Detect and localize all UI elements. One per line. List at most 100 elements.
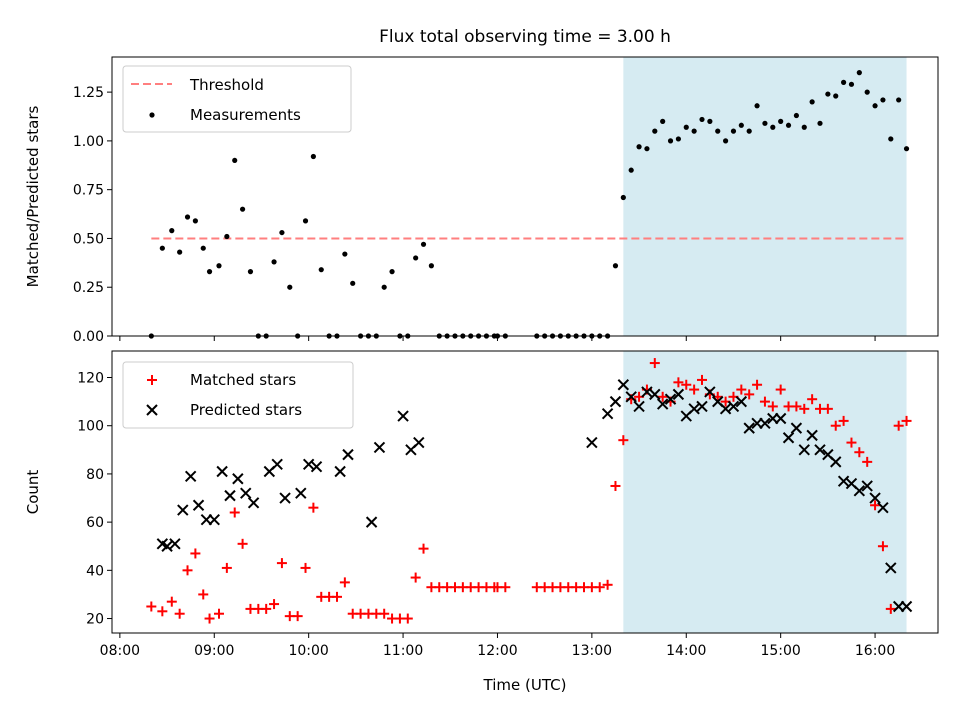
predicted-star-point [224, 489, 236, 502]
predicted-star-point [208, 514, 220, 526]
matched-star-point [846, 437, 857, 448]
measurement-point [318, 267, 324, 273]
x-tick-label: 15:00 [760, 643, 800, 659]
predicted-star-point [240, 487, 252, 499]
predicted-star-point [365, 516, 378, 528]
measurement-point [192, 218, 198, 224]
predicted-star-point [830, 456, 842, 468]
matched-star-point [166, 596, 177, 607]
legend-predicted-label: Predicted stars [190, 401, 302, 419]
measurement-point [778, 118, 784, 124]
y-tick-label: 100 [77, 419, 104, 435]
matched-star-point [791, 401, 802, 412]
predicted-star-point [727, 400, 740, 413]
matched-star-point [229, 507, 240, 518]
measurement-point [699, 116, 705, 123]
matched-star-point [697, 374, 707, 385]
top-shaded-region [623, 57, 907, 336]
matched-star-point [594, 582, 605, 593]
measurement-point [903, 146, 910, 152]
measurement-point [707, 118, 713, 124]
measurement-point [833, 93, 839, 99]
top-axes-frame [111, 56, 939, 337]
bottom-legend-box [122, 361, 354, 429]
predicted-star-point [774, 412, 787, 425]
predicted-star-point [672, 388, 685, 401]
measurement-point [770, 124, 776, 130]
matched-star-point [190, 548, 201, 559]
measurement-point [746, 128, 752, 134]
top-y-ticks: 0.00 0.25 0.50 0.75 1.00 1.25 [73, 85, 112, 345]
measurement-point [841, 79, 847, 85]
predicted-star-point [782, 432, 795, 444]
bottom-axes-frame [111, 350, 939, 634]
predicted-star-point [609, 395, 622, 408]
matched-star-point [610, 480, 621, 491]
predicted-star-point [192, 499, 205, 511]
predicted-star-point [798, 444, 810, 456]
y-tick-label: 0.75 [73, 183, 104, 199]
bottom-x-ticks: 08:00 09:00 10:00 11:00 12:00 13:00 14:00 15:00… [100, 633, 895, 659]
matched-star-point [300, 562, 311, 573]
matched-star-point [182, 565, 193, 576]
predicted-star-point [719, 403, 732, 415]
matched-star-point [681, 379, 692, 390]
predicted-star-point [814, 444, 826, 456]
predicted-star-point [877, 501, 889, 514]
figure-title: Flux total observing time = 3.00 h [379, 27, 671, 47]
matched-star-point [767, 401, 778, 412]
predicted-star-point [641, 386, 653, 398]
measurement-point [350, 280, 356, 286]
matched-star-point [292, 611, 303, 622]
matched-star-point [885, 603, 896, 614]
measurement-point [177, 249, 183, 255]
measurement-point [825, 91, 831, 97]
measurement-point [730, 128, 737, 134]
measurement-point [428, 263, 434, 269]
measurement-point [644, 146, 650, 152]
measurement-point [762, 120, 768, 126]
matched-star-point [870, 500, 881, 511]
predicted-star-point [184, 470, 197, 483]
measurement-point [880, 97, 886, 103]
matched-star-point [657, 391, 668, 402]
predicted-star-point [885, 562, 897, 574]
measurement-point [239, 206, 246, 212]
predicted-star-point [806, 429, 818, 442]
measurement-point [864, 89, 870, 95]
measurement-point [381, 284, 387, 290]
measurement-point [200, 245, 206, 251]
matched-star-point [799, 403, 810, 414]
matched-star-point [174, 608, 185, 619]
matched-star-point [759, 396, 770, 407]
matched-star-point [198, 589, 209, 600]
bottom-y-ticks: 20 40 60 80 100 120 [77, 371, 112, 628]
matched-star-point [146, 601, 157, 612]
predicted-star-point [302, 458, 315, 470]
bottom-legend: Matched stars Predicted stars [122, 361, 354, 429]
measurement-point [872, 103, 878, 109]
matched-star-point [854, 447, 865, 458]
top-y-axis-label: Matched/Predicted stars [24, 106, 42, 288]
matched-star-point [649, 358, 660, 369]
measurement-point [691, 128, 697, 134]
predicted-star-point [279, 492, 291, 504]
matched-star-point [339, 577, 350, 588]
measurement-point [785, 122, 792, 128]
predicted-star-point [413, 436, 425, 449]
legend-measurements-label: Measurements [190, 106, 301, 124]
measurement-point [801, 124, 807, 130]
predicted-star-point [334, 465, 346, 478]
predicted-star-point [656, 398, 669, 410]
y-tick-label: 40 [86, 563, 104, 579]
measurement-point [310, 153, 316, 160]
predicted-star-point [837, 475, 850, 487]
matched-stars-series [146, 358, 912, 624]
measurement-point [683, 124, 689, 130]
x-tick-label: 14:00 [666, 643, 706, 659]
predicted-star-point [633, 400, 645, 413]
measurement-point [888, 136, 894, 142]
matched-star-point [602, 579, 613, 590]
y-tick-label: 1.00 [73, 134, 104, 150]
